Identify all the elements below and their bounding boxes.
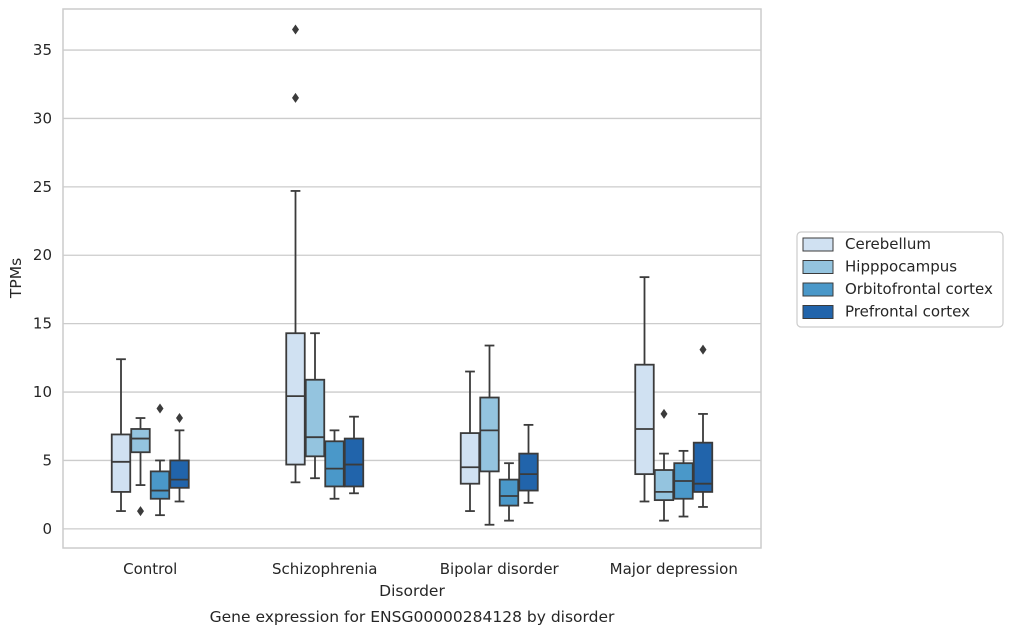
box-hipppocampus <box>130 417 151 517</box>
x-tick-label: Schizophrenia <box>272 560 377 578</box>
y-tick-label: 15 <box>33 315 52 333</box>
box-orbitofrontal-cortex <box>673 449 694 518</box>
y-axis-label: TPMs <box>7 258 25 299</box>
box-body <box>130 428 151 454</box>
box-hipppocampus <box>304 332 326 480</box>
outlier-point <box>699 344 707 355</box>
legend-entry: Orbitofrontal cortex <box>845 280 993 298</box>
box-body <box>324 440 345 488</box>
x-tick-label: Control <box>123 560 177 578</box>
box-hipppocampus <box>653 408 675 522</box>
y-tick-label: 0 <box>42 520 52 538</box>
y-tick-label: 5 <box>42 451 52 469</box>
box-hipppocampus <box>479 344 500 526</box>
outlier-point <box>137 506 144 517</box>
outlier-point <box>660 408 668 419</box>
x-tick-label: Major depression <box>610 560 738 578</box>
box-body <box>110 433 132 493</box>
legend: Cerebellum Hipppocampus Orbitofrontal cort… <box>796 231 1004 328</box>
legend-entry: Hipppocampus <box>845 258 957 276</box>
box-body <box>498 478 520 507</box>
box-body <box>479 396 500 473</box>
legend-swatch <box>802 305 834 319</box>
y-tick-label: 35 <box>33 41 52 59</box>
plot-area <box>63 9 761 548</box>
legend-frame <box>796 231 1004 328</box>
box-prefrontal-cortex <box>169 413 190 503</box>
y-tick-label: 25 <box>33 178 52 196</box>
outlier-point <box>176 413 183 424</box>
chart-caption: Gene expression for ENSG00000284128 by d… <box>210 608 615 626</box>
box-orbitofrontal-cortex <box>498 462 520 522</box>
y-tick-labels: 0 5 10 15 20 25 30 35 <box>33 41 52 538</box>
box-body <box>653 469 675 502</box>
outlier-point <box>292 92 299 103</box>
box-cerebellum <box>285 24 306 484</box>
outlier-point <box>292 24 299 35</box>
box-cerebellum <box>634 276 655 503</box>
box-body <box>692 441 714 493</box>
outlier-point <box>156 403 164 414</box>
box-body <box>343 437 365 488</box>
legend-swatch <box>802 260 834 274</box>
x-tick-label: Bipolar disorder <box>440 560 560 578</box>
box-body <box>169 459 190 489</box>
box-prefrontal-cortex <box>692 344 714 508</box>
box-orbitofrontal-cortex <box>149 403 171 517</box>
legend-entry: Cerebellum <box>845 235 931 253</box>
box-body <box>304 378 326 458</box>
box-body <box>634 363 655 476</box>
box-body <box>285 332 306 466</box>
boxes <box>110 24 714 526</box>
box-cerebellum <box>110 358 132 512</box>
legend-entry: Prefrontal cortex <box>845 303 970 321</box>
x-tick-labels: Control Schizophrenia Bipolar disorder Majo… <box>123 560 738 578</box>
box-prefrontal-cortex <box>343 415 365 495</box>
y-tick-label: 20 <box>33 246 52 264</box>
y-tick-label: 10 <box>33 383 52 401</box>
box-body <box>149 470 171 500</box>
plot-frame <box>62 8 762 549</box>
legend-swatch <box>802 282 834 297</box>
x-axis-label: Disorder <box>379 582 445 600</box>
box-cerebellum <box>459 370 481 512</box>
legend-swatch <box>802 237 834 252</box>
box-prefrontal-cortex <box>518 423 539 504</box>
box-body <box>459 432 481 485</box>
box-body <box>518 452 539 492</box>
y-tick-label: 30 <box>33 109 52 127</box>
box-orbitofrontal-cortex <box>324 429 345 500</box>
